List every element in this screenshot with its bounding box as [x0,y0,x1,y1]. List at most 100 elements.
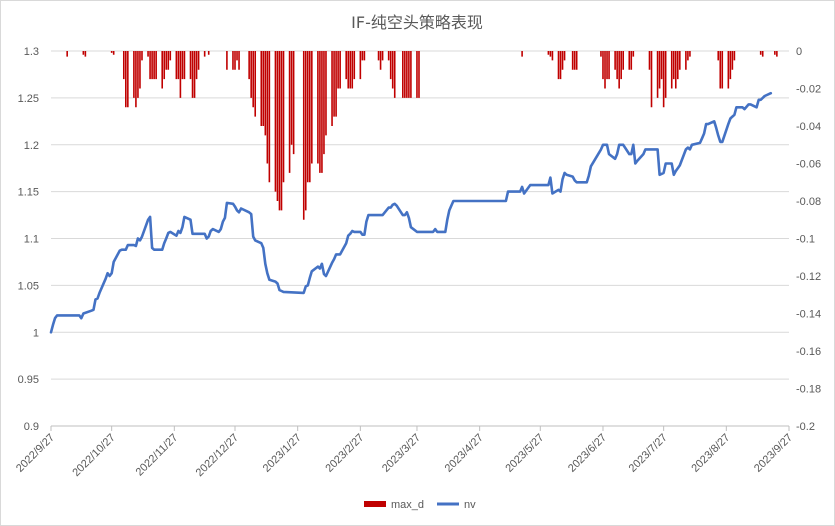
x-tick-label: 2023/2/27 [323,432,366,475]
max-d-bar [549,51,552,57]
max-d-bar [276,51,279,201]
max-d-bar [551,51,554,61]
max-d-bar [161,51,164,89]
max-d-bar [662,51,665,108]
max-d-bar [547,51,550,55]
max-d-bar [292,51,295,155]
max-d-bar [361,51,364,61]
max-d-bar [727,51,730,89]
max-d-bar [658,51,661,89]
max-d-bar [345,51,347,80]
max-d-bar [82,51,85,55]
max-d-bar [151,51,153,80]
max-d-bar [573,51,576,70]
max-d-bar [418,51,420,98]
max-d-bar [226,51,228,70]
max-d-bar [266,51,269,164]
max-d-bar [137,51,139,98]
y-right-tick-label: -0.02 [796,84,821,96]
max-d-bar [604,51,606,89]
max-d-bar [363,51,366,61]
x-tick-label: 2023/9/27 [752,432,795,475]
y-left-tick-label: 1.05 [18,280,39,292]
max-d-bar [122,51,125,80]
y-right-tick-label: -0.14 [796,309,821,321]
max-d-bar [353,51,356,80]
max-d-bar [614,51,616,70]
max-d-bar [197,51,200,70]
max-d-bar [410,51,412,98]
y-right-tick-label: -0.18 [796,384,821,396]
max-d-bar [359,51,362,80]
max-d-bar [183,51,186,80]
max-d-bar [660,51,663,80]
max-d-bar [379,51,382,70]
x-tick-label: 2022/12/27 [194,432,241,479]
max-d-bar [302,51,305,220]
x-tick-label: 2023/7/27 [627,432,670,475]
max-d-bar [393,51,396,98]
max-d-bar [333,51,335,117]
max-d-bar [729,51,732,80]
y-right-tick-label: -0.1 [796,234,815,246]
x-tick-label: 2023/4/27 [443,432,486,475]
max-d-bar [717,51,720,61]
max-d-bar [337,51,339,89]
max-d-bar [557,51,560,80]
x-tick-label: 2023/6/27 [566,432,609,475]
max-d-bar [561,51,564,70]
max-d-bar [290,51,293,145]
max-d-bar [622,51,625,70]
max-d-bar [317,51,319,164]
max-d-bar [147,51,149,57]
max-d-bar [135,51,137,108]
max-d-bar [571,51,574,70]
max-d-bar [687,51,689,61]
max-d-bar [347,51,350,89]
y-right-tick-label: -0.16 [796,346,821,358]
y-right-tick-label: -0.04 [796,121,821,133]
max-d-bar [674,51,677,89]
legend-label-nv: nv [464,499,476,511]
x-tick-label: 2023/3/27 [380,432,423,475]
max-d-bar [141,51,143,61]
max-d-bars [66,51,778,220]
max-d-bar [84,51,87,57]
y-left-tick-label: 1.2 [24,140,39,152]
max-d-bar [387,51,390,61]
max-d-bar [559,51,562,80]
y-left-tick-label: 1 [33,327,39,339]
max-d-bar [402,51,404,98]
max-d-bar [125,51,127,108]
y-right-tick-label: 0 [796,46,802,58]
y-left-tick-label: 1.1 [24,234,39,246]
max-d-bar [278,51,281,211]
y-left-tick-label: 1.25 [18,93,39,105]
max-d-bar [335,51,337,117]
max-d-bar [389,51,392,80]
max-d-bar [349,51,352,89]
max-d-bar [309,51,311,183]
max-d-bar [632,51,635,57]
max-d-bar [391,51,394,89]
max-d-bar [195,51,198,80]
max-d-bar [377,51,380,61]
legend-swatch-max-d [364,501,386,507]
max-d-bar [602,51,604,80]
max-d-bar [169,51,172,61]
max-d-bar [66,51,68,57]
max-d-bar [234,51,236,70]
max-d-bar [153,51,155,80]
y-right-tick-label: -0.08 [796,196,821,208]
max-d-bar [776,51,778,57]
max-d-bar [260,51,263,126]
max-d-bar [163,51,166,80]
max-d-bar [127,51,129,108]
max-d-bar [288,51,291,173]
max-d-bar [232,51,234,70]
max-d-bar [650,51,653,108]
max-d-bar [689,51,691,57]
max-d-bar [339,51,341,89]
max-d-bar [262,51,265,126]
